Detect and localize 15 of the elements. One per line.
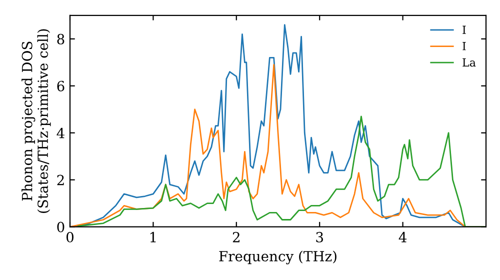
x-tick-label: 0 [66,232,74,242]
y-tick-label: 8 [57,34,64,44]
legend-label: I [462,26,466,34]
y-tick-label: 2 [57,174,64,186]
y-tick-label: 6 [57,80,64,92]
legend-label: La [462,58,476,67]
x-tick-label: 2 [232,232,240,242]
x-axis-title: Frequency (THz) [219,250,336,264]
y-tick-label: 4 [56,128,64,138]
x-tick-label: 1 [150,232,156,242]
legend-label: I [462,42,466,50]
x-tick-label: 3 [316,232,323,242]
y-tick-label: 0 [57,222,64,232]
x-tick-label: 4 [398,232,407,242]
y-axis-title: Phonon projected DOS (States/THz·primitive cell) [22,29,51,213]
